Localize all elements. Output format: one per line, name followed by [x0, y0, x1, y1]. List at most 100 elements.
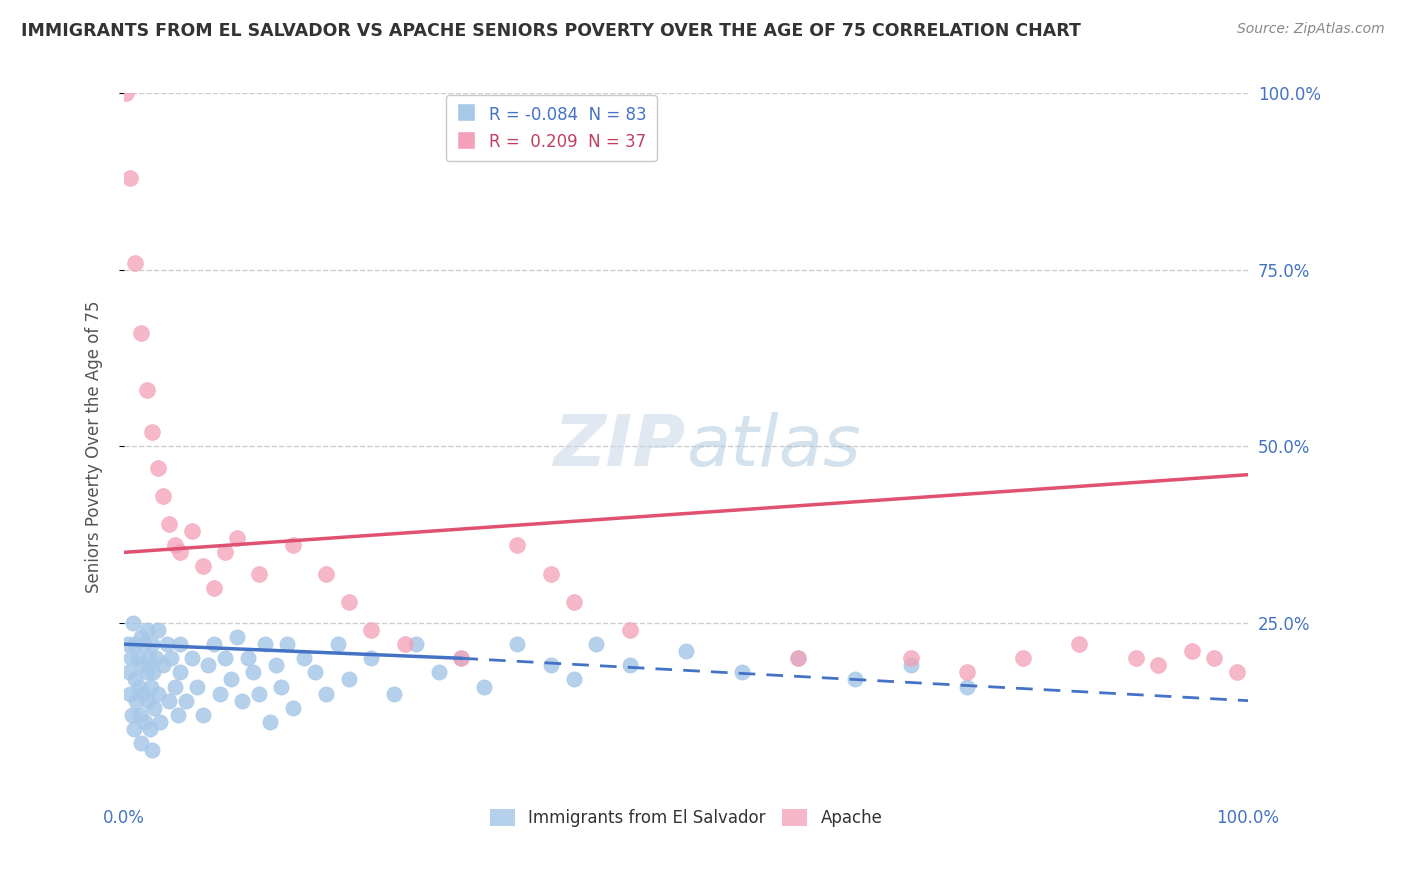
Point: [900, 651, 922, 665]
Point: [242, 665, 264, 680]
Point: [197, 658, 219, 673]
Point: [208, 687, 231, 701]
Point: [145, 651, 167, 665]
Point: [1204, 651, 1226, 665]
Point: [174, 693, 197, 707]
Point: [225, 531, 247, 545]
Point: [117, 665, 139, 680]
Point: [191, 559, 214, 574]
Point: [202, 637, 225, 651]
Point: [163, 538, 186, 552]
Point: [214, 651, 236, 665]
Point: [236, 651, 259, 665]
Y-axis label: Seniors Poverty Over the Age of 75: Seniors Poverty Over the Age of 75: [86, 301, 103, 592]
Point: [152, 658, 174, 673]
Point: [450, 651, 472, 665]
Point: [562, 673, 585, 687]
Point: [139, 722, 162, 736]
Point: [450, 651, 472, 665]
Point: [956, 680, 979, 694]
Point: [1181, 644, 1204, 658]
Point: [146, 687, 169, 701]
Point: [136, 693, 159, 707]
Point: [129, 736, 152, 750]
Point: [540, 658, 562, 673]
Point: [1125, 651, 1147, 665]
Point: [1226, 665, 1249, 680]
Point: [152, 489, 174, 503]
Point: [157, 517, 180, 532]
Point: [281, 700, 304, 714]
Text: atlas: atlas: [686, 412, 860, 481]
Point: [506, 637, 529, 651]
Point: [163, 680, 186, 694]
Point: [180, 651, 202, 665]
Point: [146, 460, 169, 475]
Point: [160, 651, 183, 665]
Point: [315, 687, 337, 701]
Point: [276, 637, 298, 651]
Point: [167, 707, 190, 722]
Point: [157, 693, 180, 707]
Point: [118, 687, 141, 701]
Point: [134, 714, 156, 729]
Point: [141, 743, 163, 757]
Point: [231, 693, 253, 707]
Point: [264, 658, 287, 673]
Point: [219, 673, 242, 687]
Point: [122, 615, 145, 630]
Point: [121, 707, 143, 722]
Point: [326, 637, 349, 651]
Point: [540, 566, 562, 581]
Point: [247, 566, 270, 581]
Text: ZIP: ZIP: [554, 412, 686, 481]
Point: [585, 637, 607, 651]
Point: [180, 524, 202, 538]
Point: [156, 637, 179, 651]
Point: [405, 637, 427, 651]
Point: [427, 665, 450, 680]
Point: [900, 658, 922, 673]
Point: [129, 326, 152, 341]
Point: [124, 256, 146, 270]
Point: [125, 693, 148, 707]
Point: [135, 383, 157, 397]
Point: [956, 665, 979, 680]
Point: [360, 623, 382, 637]
Point: [253, 637, 276, 651]
Point: [1012, 651, 1035, 665]
Point: [139, 680, 162, 694]
Point: [132, 687, 155, 701]
Point: [472, 680, 495, 694]
Point: [304, 665, 326, 680]
Point: [169, 665, 191, 680]
Point: [120, 651, 142, 665]
Point: [135, 623, 157, 637]
Point: [117, 637, 139, 651]
Point: [127, 651, 149, 665]
Point: [844, 673, 866, 687]
Point: [141, 637, 163, 651]
Point: [619, 658, 641, 673]
Point: [138, 651, 160, 665]
Point: [124, 673, 146, 687]
Point: [337, 673, 360, 687]
Point: [619, 623, 641, 637]
Point: [281, 538, 304, 552]
Point: [118, 171, 141, 186]
Point: [1069, 637, 1091, 651]
Point: [731, 665, 754, 680]
Point: [169, 637, 191, 651]
Point: [191, 707, 214, 722]
Point: [124, 637, 146, 651]
Point: [360, 651, 382, 665]
Point: [142, 665, 165, 680]
Point: [129, 630, 152, 644]
Point: [315, 566, 337, 581]
Point: [143, 700, 166, 714]
Point: [149, 714, 172, 729]
Point: [1147, 658, 1170, 673]
Point: [787, 651, 810, 665]
Point: [169, 545, 191, 559]
Point: [131, 658, 153, 673]
